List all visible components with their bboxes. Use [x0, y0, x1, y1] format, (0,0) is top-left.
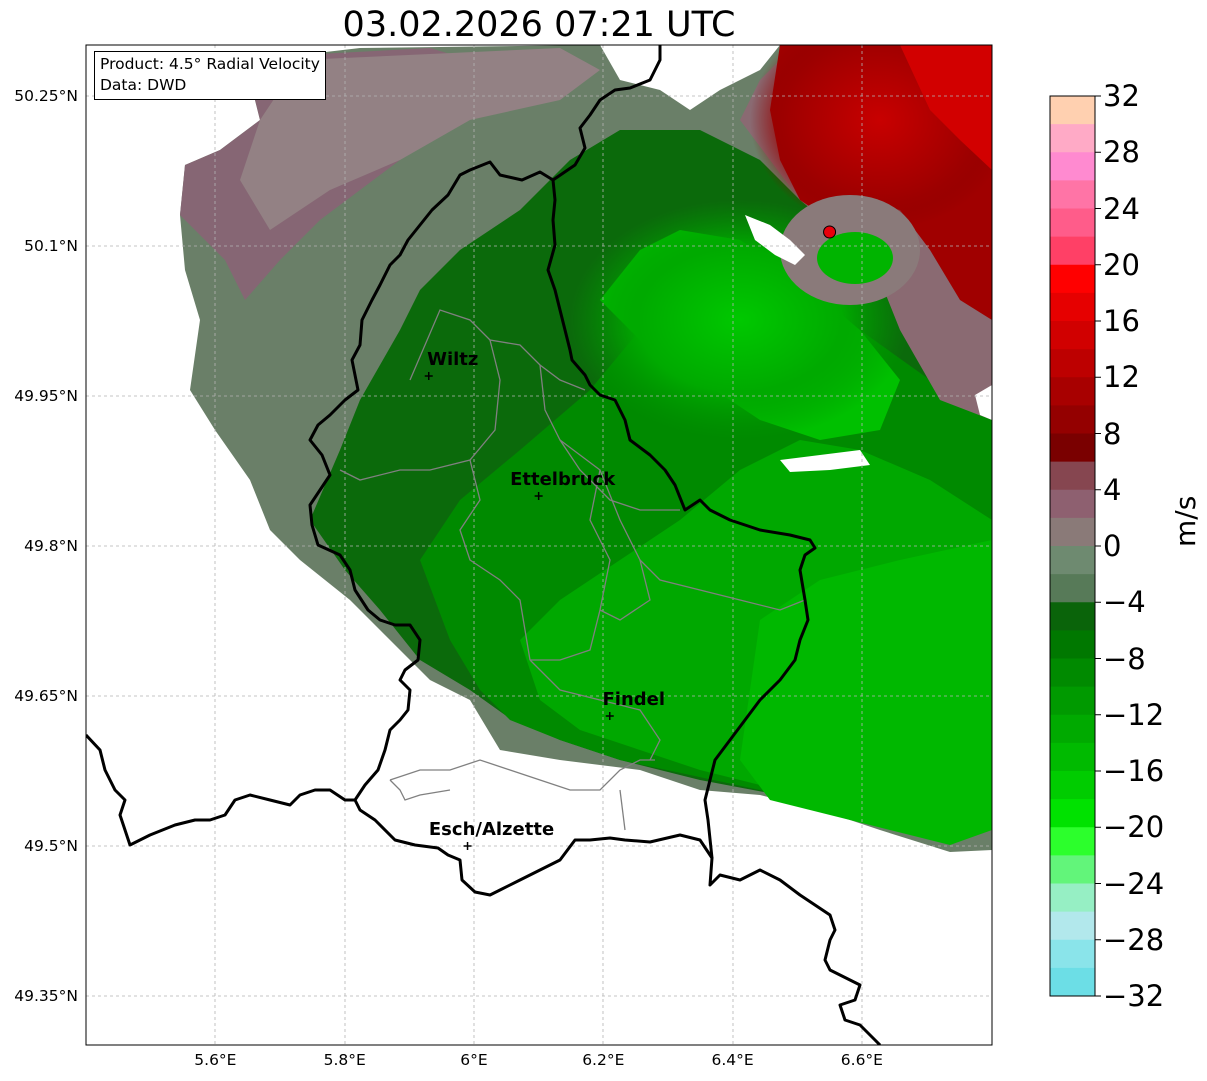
city-marker	[463, 842, 472, 850]
colorbar-tick-label: −12	[1103, 697, 1165, 732]
product-label: Product: 4.5° Radial Velocity	[100, 55, 320, 73]
city-marker	[605, 712, 614, 720]
radar-site-dot	[823, 225, 837, 239]
colorbar-tick-label: −4	[1103, 585, 1146, 620]
colorbar-segment	[1050, 208, 1095, 238]
colorbar-segment	[1050, 911, 1095, 941]
lon-tick-label: 6°E	[460, 1051, 488, 1069]
lon-tick-label: 5.8°E	[323, 1051, 366, 1069]
city-marker	[424, 372, 433, 380]
info-box: Product: 4.5° Radial Velocity Data: DWD	[94, 51, 326, 100]
colorbar-segment	[1050, 742, 1095, 772]
echo-green-se	[740, 540, 992, 845]
no-echo-north	[600, 45, 780, 110]
colorbar-tick-label: 32	[1103, 79, 1140, 113]
colorbar-segment	[1050, 517, 1095, 547]
lon-tick-label: 6.2°E	[582, 1051, 625, 1069]
velocity-field	[180, 45, 992, 852]
colorbar-segment	[1050, 658, 1095, 688]
colorbar-tick-label: 4	[1103, 472, 1122, 507]
colorbar-unit: m/s	[1169, 495, 1202, 547]
colorbar-segment	[1050, 236, 1095, 266]
colorbar-tick-label: 16	[1103, 304, 1140, 338]
lon-tick-label: 5.6°E	[194, 1051, 237, 1069]
border-luxembourg	[308, 160, 882, 1045]
colorbar-segment	[1050, 771, 1095, 800]
border-southwest	[86, 733, 355, 847]
colorbar-segment	[1050, 180, 1095, 209]
colorbar-tick-label: −28	[1103, 922, 1165, 957]
lat-tick-label: 49.95°N	[14, 387, 78, 405]
lat-tick-label: 50.25°N	[14, 87, 78, 105]
city-markers	[424, 372, 614, 850]
colorbar-segment	[1050, 714, 1095, 744]
colorbar-tick-label: 12	[1103, 360, 1140, 395]
colorbar-segment	[1050, 292, 1095, 322]
national-borders	[86, 45, 882, 1045]
lon-tick-label: 6.6°E	[840, 1051, 883, 1069]
colorbar-segment	[1050, 489, 1095, 519]
colorbar-segment	[1050, 686, 1095, 716]
no-echo-band	[780, 450, 870, 472]
colorbar-tick-label: 28	[1103, 135, 1140, 170]
city-label: Findel	[602, 689, 666, 710]
canton-borders	[339, 309, 806, 831]
colorbar-segment	[1050, 405, 1095, 434]
colorbar-segment	[1050, 264, 1095, 294]
colorbar-segment	[1050, 883, 1095, 913]
lat-tick-label: 49.8°N	[24, 537, 78, 555]
colorbar-segment	[1050, 630, 1095, 659]
colorbar	[1049, 95, 1101, 997]
colorbar-tick-label: −32	[1103, 979, 1165, 1013]
lat-tick-label: 49.5°N	[24, 837, 78, 855]
colorbar-segment	[1050, 349, 1095, 378]
colorbar-tick-label: −16	[1103, 754, 1165, 788]
city-label: Ettelbruck	[510, 469, 616, 490]
colorbar-tick-label: 20	[1103, 247, 1140, 282]
border-east	[546, 45, 817, 859]
echo-red-bright	[900, 45, 992, 170]
colorbar-segment	[1050, 461, 1095, 491]
map-title: 03.02.2026 07:21 UTC	[342, 5, 736, 45]
graticule	[86, 45, 992, 1045]
colorbar-segment	[1050, 152, 1095, 181]
colorbar-segment	[1050, 799, 1095, 828]
colorbar-segment	[1050, 827, 1095, 856]
colorbar-segment	[1050, 574, 1095, 603]
colorbar-segment	[1050, 602, 1095, 631]
lat-tick-label: 49.65°N	[14, 687, 78, 705]
colorbar-segment	[1050, 546, 1095, 575]
colorbar-segment	[1050, 855, 1095, 884]
colorbar-segment	[1050, 321, 1095, 350]
no-echo-site	[745, 215, 805, 265]
no-echo-ne-edge	[975, 385, 992, 420]
colorbar-segment	[1050, 967, 1095, 997]
map-frame	[85, 44, 993, 1046]
lat-tick-label: 49.35°N	[14, 987, 78, 1005]
colorbar-tick-label: 24	[1103, 191, 1140, 226]
source-label: Data: DWD	[100, 76, 187, 94]
colorbar-tick-label: −20	[1103, 810, 1165, 845]
echo-grey-nw	[240, 48, 600, 230]
lat-tick-label: 50.1°N	[24, 237, 78, 255]
colorbar-segment	[1050, 96, 1095, 125]
colorbar-segment	[1050, 939, 1095, 969]
colorbar-tick-label: 0	[1103, 529, 1122, 563]
colorbar-tick-label: −24	[1103, 866, 1165, 901]
lon-tick-label: 6.4°E	[711, 1051, 754, 1069]
colorbar-segment	[1050, 377, 1095, 406]
colorbar-tick-label: −8	[1103, 641, 1146, 676]
city-label: Wiltz	[427, 349, 479, 370]
city-marker	[534, 492, 543, 500]
radar-site-marker	[823, 225, 837, 239]
city-label: Esch/Alzette	[428, 819, 555, 840]
colorbar-tick-label: 8	[1103, 416, 1122, 451]
colorbar-segment	[1050, 433, 1095, 463]
echo-swirl-green	[817, 232, 893, 284]
colorbar-segment	[1050, 124, 1095, 153]
